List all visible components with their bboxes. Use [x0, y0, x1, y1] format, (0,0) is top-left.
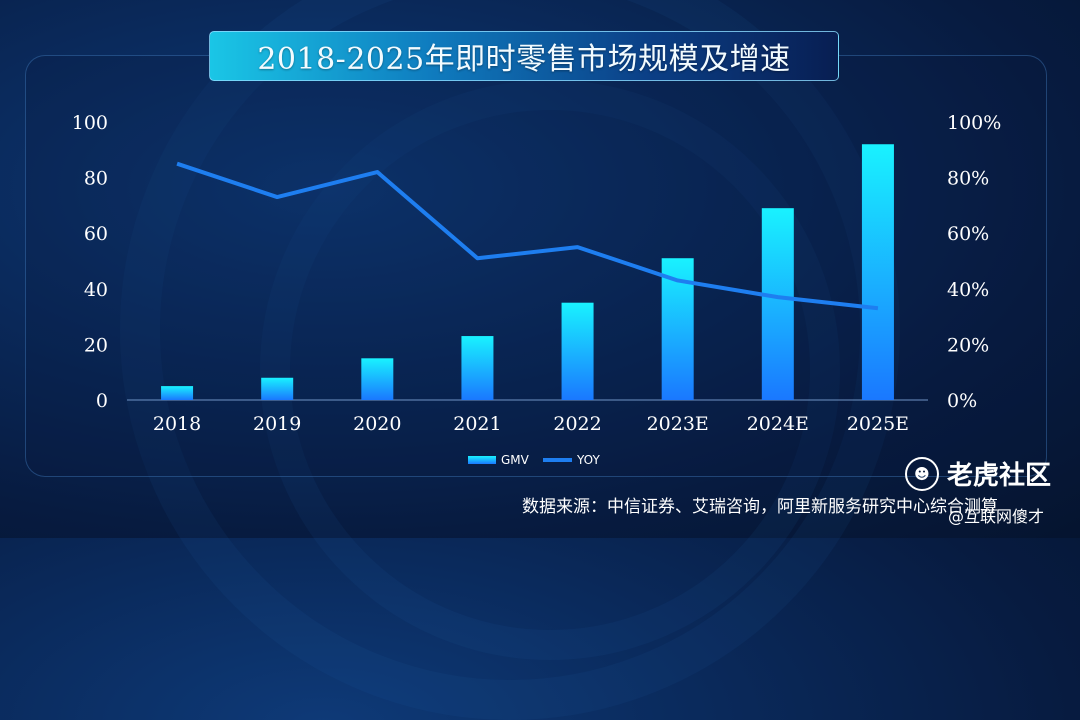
watermark-brand: 老虎社区	[947, 461, 1052, 491]
gmv-bar	[161, 386, 194, 400]
watermark-handle: @互联网傻才	[948, 507, 1045, 526]
x-tick-label: 2025E	[847, 413, 909, 435]
left-tick-label: 20	[84, 334, 108, 356]
left-tick-label: 40	[84, 279, 108, 301]
gmv-bar	[361, 358, 394, 400]
gmv-bars	[161, 144, 894, 400]
gmv-bar	[861, 144, 894, 400]
right-axis: 0% 20% 40% 60% 80% 100%	[947, 112, 1001, 412]
legend-label-yoy: YOY	[576, 453, 600, 467]
right-tick-label: 80%	[947, 168, 989, 190]
x-tick-label: 2022	[553, 413, 601, 435]
tiger-icon: ☻	[905, 456, 939, 491]
x-tick-label: 2024E	[747, 413, 809, 435]
left-tick-label: 0	[96, 390, 108, 412]
watermark: ☻ 老虎社区	[905, 455, 1051, 492]
right-tick-label: 0%	[947, 390, 977, 412]
gmv-bar	[261, 377, 294, 400]
x-tick-label: 2019	[253, 413, 301, 435]
legend: GMV YOY	[468, 453, 600, 467]
chart-title-text: 2018-2025年即时零售市场规模及增速	[257, 42, 791, 77]
left-tick-label: 80	[84, 168, 108, 190]
gmv-bar	[461, 336, 494, 400]
x-tick-label: 2023E	[647, 413, 709, 435]
right-tick-label: 20%	[947, 334, 989, 356]
left-axis: 0 20 40 60 80 100	[72, 112, 108, 412]
gmv-bar	[561, 302, 594, 400]
combo-chart: 0 20 40 60 80 100 0% 20% 40% 60% 80% 100% 2018 2019…	[72, 112, 1001, 467]
chart-title: 2018-2025年即时零售市场规模及增速	[209, 31, 839, 81]
yoy-line	[176, 161, 879, 311]
x-tick-label: 2021	[453, 413, 501, 435]
x-axis-labels: 2018 2019 2020 2021 2022 2023E 2024E 2025E	[153, 413, 909, 435]
x-tick-label: 2020	[353, 413, 401, 435]
gmv-bar	[761, 208, 794, 400]
x-tick-label: 2018	[153, 413, 201, 435]
right-tick-label: 100%	[947, 112, 1001, 134]
legend-label-gmv: GMV	[501, 453, 530, 467]
left-tick-label: 100	[72, 112, 108, 134]
right-tick-label: 60%	[947, 223, 989, 245]
source-note: 数据来源：中信证券、艾瑞咨询，阿里新服务研究中心综合测算	[522, 497, 998, 517]
right-tick-label: 40%	[947, 279, 989, 301]
left-tick-label: 60	[84, 223, 108, 245]
legend-swatch-gmv	[468, 456, 496, 464]
